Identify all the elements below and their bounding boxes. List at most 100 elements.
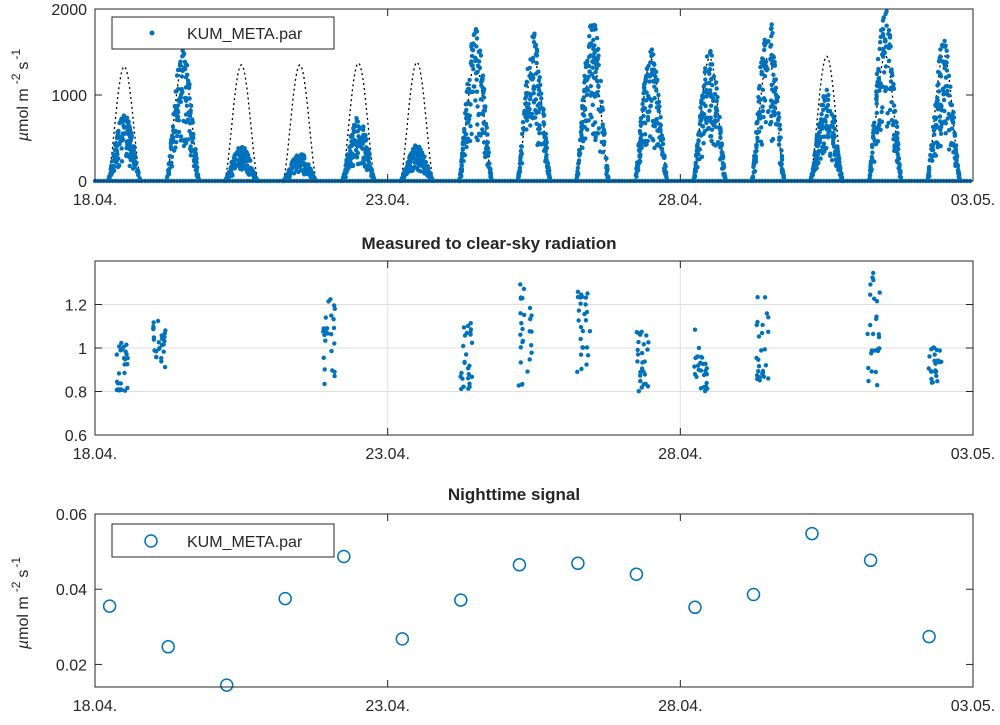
data-point: [822, 117, 827, 122]
data-point: [581, 113, 587, 118]
data-point: [369, 167, 375, 173]
data-point: [464, 89, 469, 95]
data-point: [461, 343, 466, 349]
panel-nighttime-frame: [94, 513, 974, 688]
data-point: [762, 98, 768, 103]
data-point: [355, 119, 360, 124]
data-point: [643, 121, 648, 126]
data-point: [151, 335, 157, 340]
data-point: [179, 87, 184, 92]
data-point: [874, 92, 879, 98]
data-point: [167, 154, 173, 159]
data-point: [777, 122, 782, 128]
data-point: [174, 140, 179, 145]
data-point: [600, 122, 605, 127]
data-point: [344, 158, 350, 163]
x-tick-label: 23.04.: [365, 446, 409, 463]
data-point: [465, 323, 471, 329]
data-point: [953, 161, 958, 166]
data-point: [468, 327, 474, 332]
data-point: [461, 135, 466, 141]
data-point: [712, 92, 718, 97]
data-point: [766, 329, 771, 334]
data-point: [641, 342, 646, 347]
data-point: [175, 103, 181, 108]
data-point: [940, 44, 945, 49]
data-point: [527, 357, 532, 362]
data-point: [641, 113, 646, 119]
data-point: [710, 62, 715, 67]
data-point: [709, 77, 714, 82]
data-point: [708, 115, 713, 120]
data-point: [819, 112, 824, 117]
data-point: [698, 105, 703, 110]
data-point: [772, 78, 777, 84]
data-point: [876, 80, 881, 86]
data-point: [529, 313, 534, 318]
data-point: [935, 379, 940, 384]
data-point: [879, 109, 884, 115]
data-point: [892, 148, 897, 153]
data-point: [694, 153, 699, 158]
x-tick-label: 23.04.: [365, 698, 409, 715]
data-point: [656, 99, 662, 105]
data-point: [895, 131, 900, 136]
day-dots: [691, 48, 729, 184]
data-point: [529, 343, 534, 348]
data-point: [776, 115, 782, 120]
data-point: [241, 152, 246, 157]
data-point: [590, 65, 595, 70]
data-point: [874, 299, 880, 304]
data-point: [329, 332, 334, 337]
data-point: [521, 286, 527, 292]
data-point: [713, 80, 719, 85]
data-point: [346, 152, 351, 157]
data-point: [838, 172, 843, 177]
data-point: [695, 363, 701, 368]
data-point: [229, 160, 234, 165]
data-point: [187, 96, 192, 101]
data-point: [169, 164, 175, 169]
data-point: [589, 72, 595, 77]
data-point: [531, 91, 536, 96]
data-point: [595, 90, 600, 95]
data-point: [596, 83, 601, 89]
data-point: [929, 376, 934, 382]
data-point: [703, 361, 708, 366]
data-point: [884, 23, 889, 28]
data-point: [122, 370, 127, 376]
data-point: [583, 302, 588, 307]
data-point: [427, 171, 432, 176]
data-point: [541, 122, 547, 127]
data-point: [715, 95, 720, 100]
data-point: [718, 129, 723, 134]
data-point: [175, 108, 180, 113]
data-point: [525, 369, 530, 374]
data-point: [696, 139, 701, 144]
data-point: [571, 556, 585, 571]
data-point: [578, 352, 584, 357]
x-tick-label: 28.04.: [658, 446, 702, 463]
data-point: [758, 116, 763, 121]
data-point: [646, 95, 651, 101]
data-point: [231, 165, 236, 170]
data-point: [596, 62, 601, 68]
data-point: [769, 52, 774, 58]
data-point: [771, 72, 776, 78]
data-point: [933, 153, 939, 158]
data-point: [480, 127, 485, 132]
data-point: [132, 153, 137, 158]
ratio-cluster: [516, 282, 534, 388]
data-point: [945, 54, 950, 59]
data-point: [589, 27, 594, 32]
data-point: [602, 129, 607, 134]
data-point: [926, 171, 931, 176]
data-point: [112, 164, 117, 169]
data-point: [873, 369, 878, 375]
data-point: [638, 119, 643, 125]
data-point: [583, 77, 589, 83]
data-point: [183, 61, 188, 66]
data-point: [121, 356, 127, 361]
data-point: [644, 333, 649, 338]
data-point: [831, 120, 837, 125]
